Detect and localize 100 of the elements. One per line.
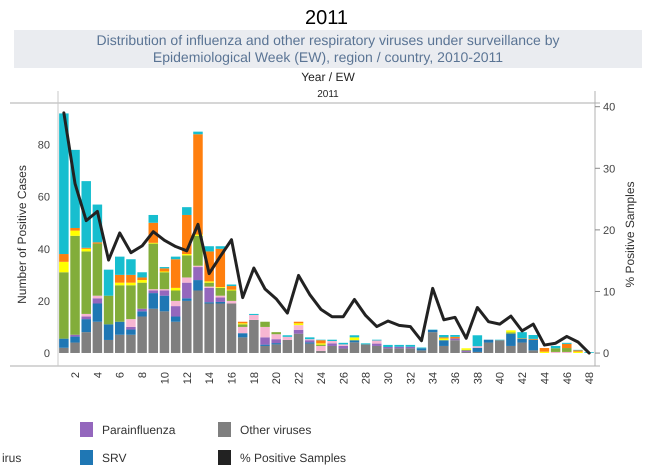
bar [484,340,494,343]
bar [182,282,192,298]
text: 2011 [304,7,348,29]
bar [170,256,180,260]
bar [327,343,337,346]
bar [316,340,326,344]
x-tick-label: 16 [226,372,239,384]
bar [59,113,69,254]
text: irus [2,451,22,465]
x-tick-label: 44 [539,372,552,384]
x-tick-label: 22 [294,372,306,384]
x-tick-label: 42 [517,372,530,384]
bar [59,338,69,348]
bar [81,248,91,252]
y2-tick-label: 20 [603,224,616,237]
bar [137,277,147,280]
x-tick-label: 28 [360,372,373,384]
bar [148,214,158,223]
bar [170,316,180,322]
y2-axis-title: % Positive Samples [623,181,637,288]
legend-label: SRV [102,451,126,465]
bar [137,311,147,317]
bar [372,340,382,344]
x-tick-label: 38 [472,372,484,384]
bar [439,340,449,346]
bar [182,207,192,215]
bar [472,348,482,352]
bar [238,326,248,334]
bar [170,259,180,288]
bar [226,300,236,304]
bar [472,335,482,346]
bar [126,319,136,327]
x-tick-label: 18 [248,372,261,384]
y2-tick-label: 0 [603,348,610,360]
bar [59,272,69,339]
bar [193,280,203,290]
bar [170,300,180,306]
chart-subtitle: Distribution of influenza and other respiratory viruses under surveillance by Epidemiological Week (EW), region / country, 2010-2011 [96,32,560,65]
x-tick-label: 12 [182,372,194,384]
x-tick-label: 24 [316,372,328,384]
y2-tick-label: 30 [603,163,616,176]
bar [70,336,80,343]
bar [238,324,248,327]
bar [137,280,147,283]
bar [59,348,69,353]
y-tick-label: 60 [38,192,50,204]
bar [160,268,170,272]
x-tick-label: 40 [494,372,507,384]
y2-tick-label: 10 [603,286,616,298]
legend-label: Other viruses [240,423,312,437]
bar [182,298,192,301]
x-tick-label: 32 [405,372,418,384]
bar [193,132,203,134]
bar [260,322,270,327]
x-tick-label: 4 [92,372,104,378]
bar [316,346,326,351]
bar [170,288,180,290]
chart-title: 2011 [317,89,340,100]
bar [182,277,192,283]
bar [226,286,236,290]
x-tick-label: 46 [562,372,574,384]
bar [59,262,69,272]
x-tick-label: 6 [114,372,127,378]
bar [170,306,180,317]
x-tick-label: 34 [428,372,440,384]
line-series [62,111,591,355]
x-tick-label: 48 [584,372,596,384]
bar [81,314,91,317]
y2-tick-label: 40 [603,102,616,114]
bar [137,272,147,278]
bar [216,288,226,296]
bar [126,326,136,330]
x-tick-label: 26 [338,372,350,384]
bar [92,296,102,298]
bar [550,346,560,348]
bar [249,314,259,320]
y-axis-title: Number of Positive Cases [15,165,29,304]
bar [137,308,147,312]
bar [59,254,69,262]
legend-label: Parainfluenza [102,423,176,437]
bar [338,346,348,349]
bar [540,348,550,352]
bar [81,316,91,320]
y-tick-label: 80 [38,140,50,152]
bar [506,334,516,346]
bar [294,325,304,330]
x-tick-label: 2 [70,372,82,378]
bar [238,333,248,338]
bar [226,290,236,301]
x-tick-label: 10 [159,372,172,384]
x-tick-label: 30 [382,372,395,384]
y-tick-label: 0 [44,348,50,360]
legend-label: % Positive Samples [240,451,346,465]
y-tick-label: 20 [38,296,50,308]
x-tick-label: 36 [450,372,462,384]
x-tick-label: 8 [137,372,150,378]
bar [92,298,102,304]
bar [193,267,203,280]
bar [204,282,214,287]
x-tick-label: 14 [204,372,216,384]
